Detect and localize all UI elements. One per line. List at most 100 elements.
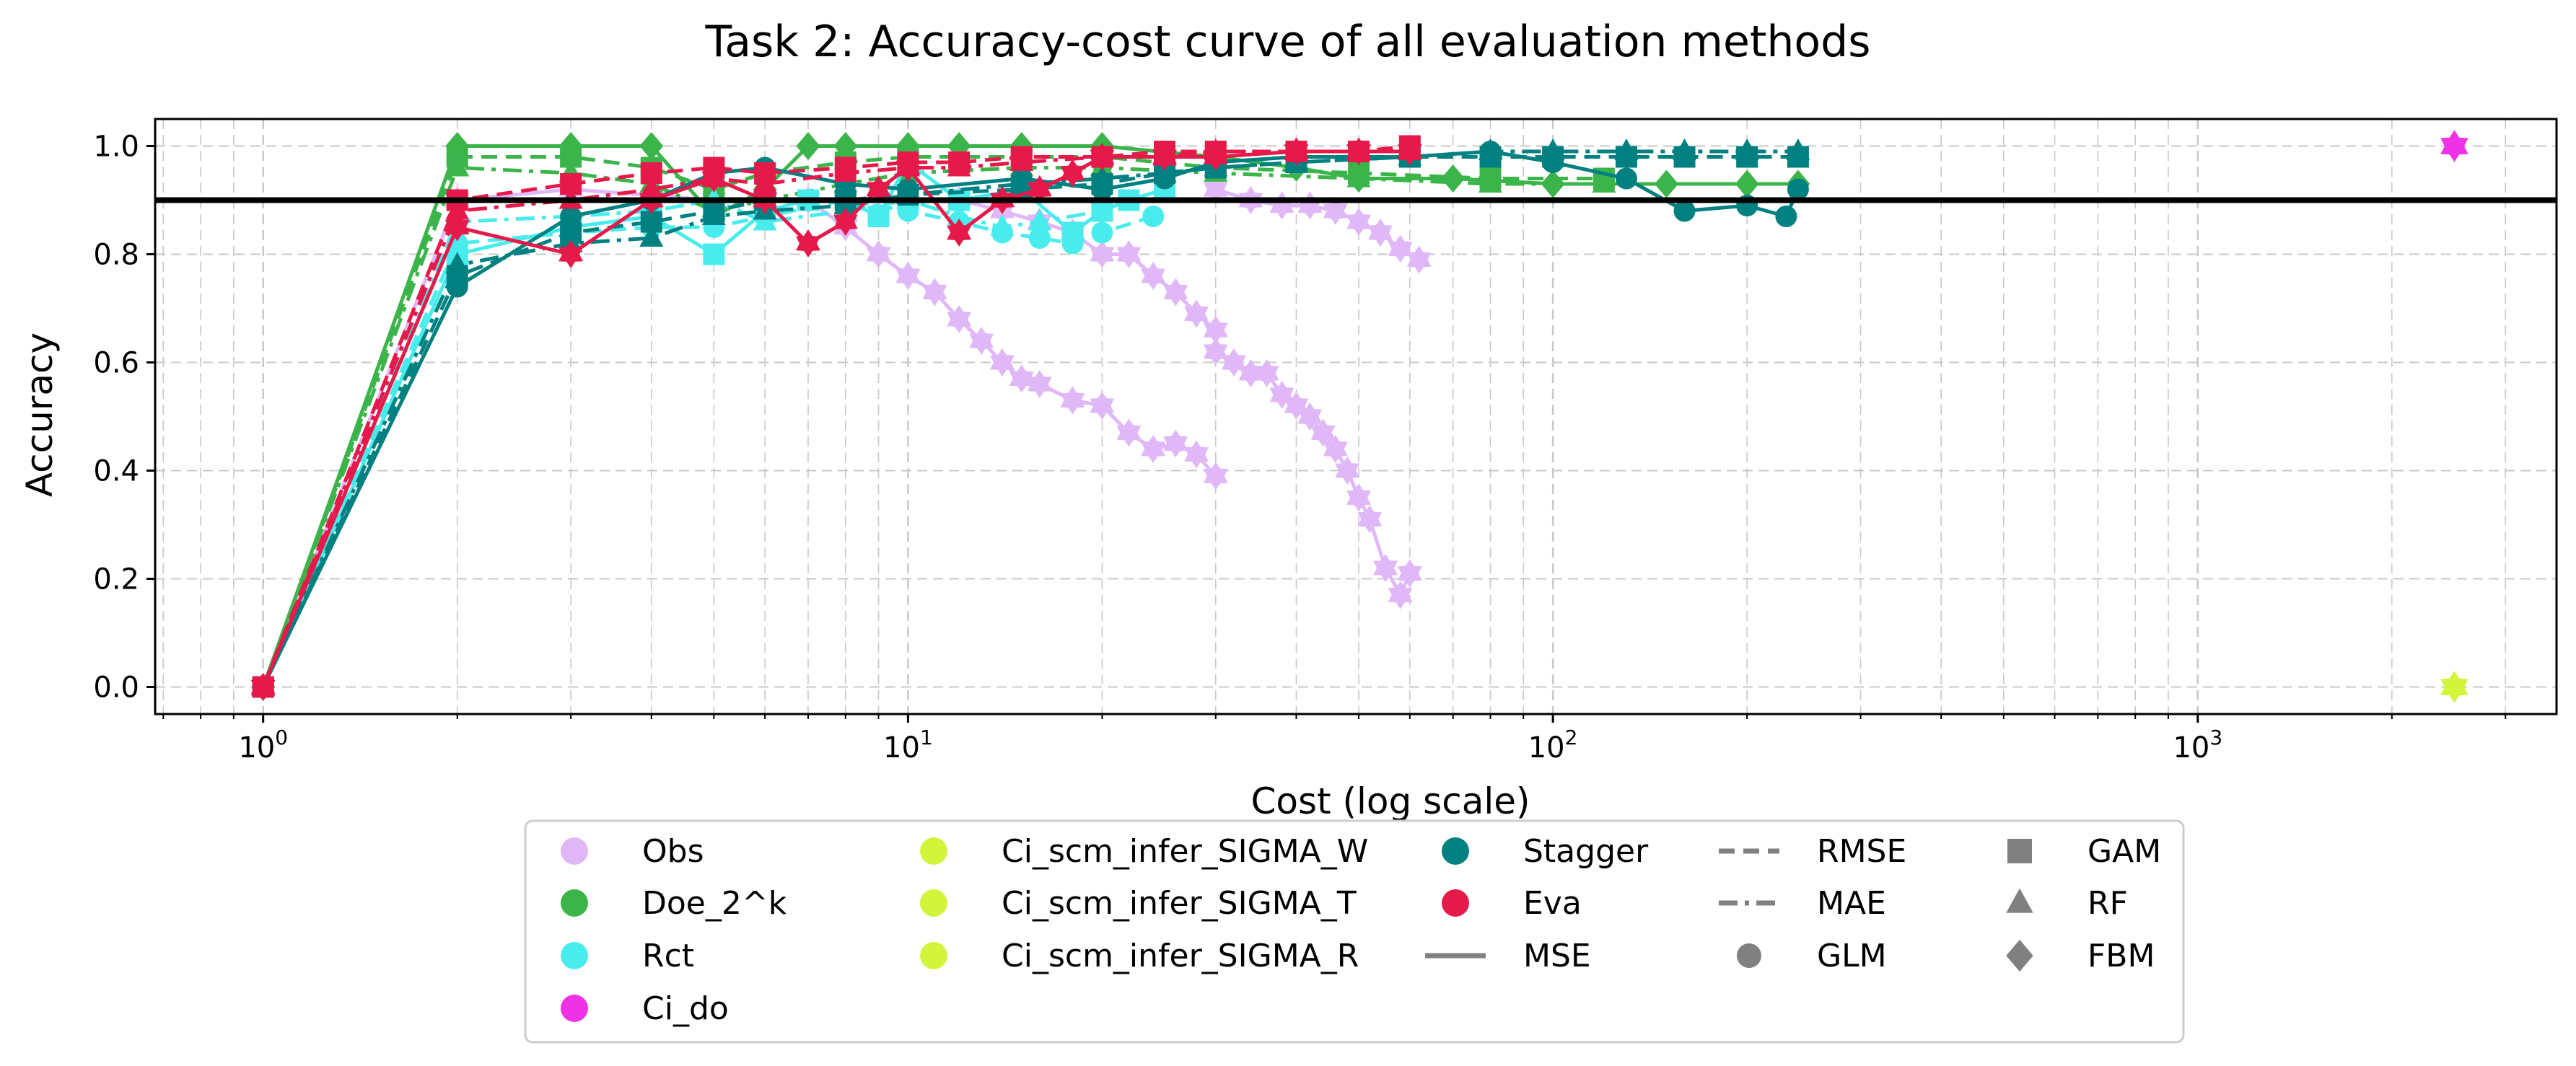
- data-point: [1654, 169, 1678, 198]
- data-point: [445, 252, 470, 274]
- legend-label: FBM: [2087, 938, 2155, 974]
- legend-item: GAM: [2007, 833, 2161, 870]
- data-point: [990, 348, 1015, 376]
- data-point: [1060, 386, 1085, 415]
- legend-label: Ci_scm_infer_SIGMA_T: [1002, 885, 1357, 922]
- data-point: [1203, 316, 1228, 344]
- data-point: [1060, 159, 1085, 188]
- legend-swatch: [561, 889, 588, 917]
- data-point: [2440, 130, 2468, 162]
- legend-swatch: [1442, 837, 1469, 865]
- data-point: [1163, 278, 1188, 307]
- legend-items: Obs Doe_2^k Rct Ci_do Ci_scm_infer_SIGMA_W Ci…: [561, 833, 2161, 1027]
- data-point: [1441, 164, 1466, 193]
- data-point: [1061, 232, 1084, 255]
- legend-label: Ci_scm_infer_SIGMA_R: [1002, 938, 1359, 974]
- data-point: [1346, 138, 1371, 160]
- legend-label: Doe_2^k: [642, 885, 787, 922]
- legend-item: MAE: [1719, 885, 1886, 922]
- legend-item: Ci_scm_infer_SIGMA_T: [920, 885, 1357, 922]
- data-point: [1116, 240, 1142, 268]
- legend-item: Stagger: [1442, 833, 1649, 870]
- data-point: [1152, 160, 1177, 182]
- data-point: [1592, 171, 1616, 193]
- data-point: [1388, 581, 1413, 609]
- data-point: [701, 165, 726, 188]
- grid-lines: [155, 119, 2557, 714]
- plot-area-frame: [154, 118, 2558, 715]
- data-point: [947, 219, 972, 247]
- data-point: [922, 278, 947, 307]
- data-point: [1310, 418, 1336, 447]
- data-point: [1184, 440, 1209, 469]
- y-tick-label: 0.4: [93, 455, 139, 488]
- plot-series: [250, 130, 2468, 703]
- point-ci-do: [2440, 130, 2468, 162]
- data-point: [1203, 462, 1228, 490]
- y-axis-title: Accuracy: [19, 332, 61, 497]
- series-line: [958, 198, 1217, 332]
- data-point: [1184, 299, 1209, 328]
- data-point: [947, 203, 971, 225]
- data-point: [947, 154, 971, 177]
- data-point: [1163, 429, 1188, 458]
- legend-swatch: [561, 837, 588, 865]
- legend-label: GAM: [2087, 833, 2161, 870]
- legend-label: Obs: [642, 833, 704, 870]
- data-point: [866, 240, 891, 268]
- data-point: [895, 262, 921, 290]
- data-point: [1478, 171, 1503, 193]
- legend-label: RMSE: [1817, 833, 1906, 870]
- legend-marker-swatch: [2006, 888, 2033, 913]
- series-line: [261, 155, 1604, 688]
- data-point: [1787, 178, 1809, 201]
- series-line: [261, 198, 1154, 688]
- data-point: [1373, 554, 1398, 582]
- x-tick-label: 103: [2173, 726, 2222, 765]
- legend-swatch: [920, 942, 947, 969]
- legend-label: Ci_scm_infer_SIGMA_W: [1002, 833, 1368, 870]
- data-point: [1141, 435, 1166, 463]
- data-point: [1541, 138, 1565, 160]
- series-eva-mae: [251, 138, 1422, 696]
- legend-item: FBM: [2006, 938, 2155, 974]
- legend-label: Eva: [1523, 885, 1582, 922]
- data-point: [1346, 165, 1371, 188]
- data-point: [1323, 435, 1348, 463]
- legend: Obs Doe_2^k Rct Ci_do Ci_scm_infer_SIGMA_W Ci…: [524, 819, 2185, 1044]
- legend-item: Eva: [1442, 885, 1582, 922]
- data-point: [1673, 138, 1697, 160]
- data-point: [796, 132, 820, 160]
- data-point: [701, 203, 726, 225]
- data-point: [1786, 138, 1810, 160]
- data-point: [1297, 191, 1323, 220]
- series-rct-rmse: [252, 189, 1165, 698]
- data-point: [1254, 359, 1279, 387]
- x-axis-title: Cost (log scale): [1250, 780, 1530, 822]
- data-point: [639, 225, 664, 247]
- data-point: [1346, 208, 1371, 236]
- data-point: [867, 206, 890, 227]
- data-point: [1735, 138, 1759, 160]
- data-point: [1203, 338, 1228, 366]
- data-point: [1090, 144, 1114, 166]
- data-point: [1090, 392, 1115, 420]
- legend-item: Ci_scm_infer_SIGMA_W: [920, 833, 1368, 870]
- data-point: [1028, 208, 1052, 231]
- data-point: [1027, 370, 1052, 398]
- x-tick-label: 100: [238, 726, 288, 765]
- data-point: [1735, 169, 1759, 198]
- data-point: [1222, 348, 1246, 376]
- data-point: [1090, 165, 1114, 188]
- legend-marker-swatch: [2006, 939, 2033, 972]
- legend-label: MAE: [1817, 885, 1886, 922]
- data-point: [833, 160, 858, 182]
- data-point: [1141, 262, 1166, 290]
- data-point: [1028, 227, 1051, 249]
- data-point: [558, 240, 583, 268]
- series-line: [261, 149, 1800, 688]
- data-point: [1398, 559, 1422, 588]
- data-point: [833, 193, 858, 214]
- data-point: [969, 327, 994, 355]
- data-point: [833, 208, 858, 236]
